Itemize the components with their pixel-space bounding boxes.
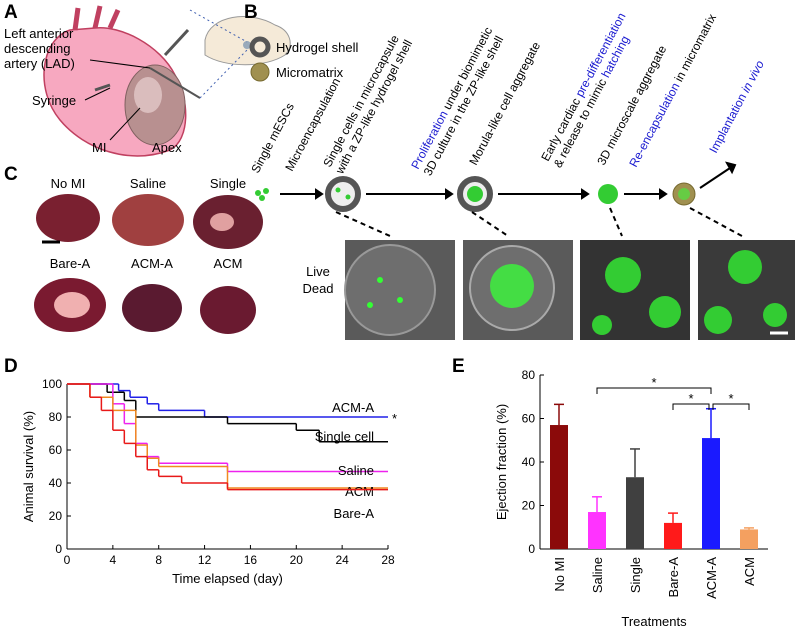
series-label: Single cell — [315, 429, 374, 444]
pointer — [84, 87, 111, 101]
x-tick-label: 12 — [198, 553, 212, 567]
x-tick-label: Bare-A — [666, 557, 681, 598]
lad-label: Left anterior — [4, 26, 74, 41]
series-label: ACM-A — [332, 400, 374, 415]
panel-label: D — [4, 356, 18, 377]
significance: * — [728, 391, 733, 406]
stain-label: Live — [306, 264, 330, 279]
x-tick-label: Saline — [590, 557, 605, 593]
pointer — [109, 107, 141, 141]
step-label: Early cardiac pre-differentiation& relea… — [538, 10, 641, 170]
panel-label: A — [4, 2, 18, 23]
bar — [588, 512, 606, 549]
sample-label: Single — [210, 176, 246, 191]
y-tick-label: 40 — [522, 455, 536, 469]
y-tick-label: 60 — [522, 412, 536, 426]
bar — [740, 529, 758, 549]
x-tick-label: Single — [628, 557, 643, 593]
x-tick-label: 0 — [64, 553, 71, 567]
step-text: in vivo — [739, 58, 767, 95]
bracket — [596, 387, 712, 394]
mouse-illustration — [189, 9, 291, 99]
x-tick-label: 4 — [110, 553, 117, 567]
y-axis-label: Animal survival (%) — [21, 411, 36, 522]
y-tick-label: 20 — [49, 509, 63, 523]
micromatrix-icon — [250, 62, 270, 82]
step-text: Implantation — [706, 88, 751, 155]
syringe-label: Syringe — [32, 93, 76, 108]
step-label: Proliferation under biomimetic3D culture… — [408, 25, 507, 178]
lad-label: descending — [4, 41, 71, 56]
significance: * — [651, 375, 656, 390]
heart-illustration — [43, 5, 201, 157]
y-tick-label: 20 — [522, 499, 536, 513]
lad-label: artery (LAD) — [4, 56, 75, 71]
series-label: ACM — [345, 484, 374, 499]
x-tick-label: No MI — [552, 557, 567, 592]
bar — [664, 522, 682, 549]
panel-label: C — [4, 164, 18, 185]
step-text: in micromatrix — [670, 11, 719, 86]
heart-photos — [34, 194, 263, 334]
x-tick-label: 8 — [155, 553, 162, 567]
sample-label: No MI — [51, 176, 86, 191]
step-text: 3D culture in the ZP-like shell — [421, 34, 507, 178]
sample-label: ACM — [214, 256, 243, 271]
pointer — [89, 59, 151, 69]
y-axis-label: Ejection fraction (%) — [494, 404, 509, 520]
y-tick-label: 60 — [49, 443, 63, 457]
hydrogel-icon — [249, 36, 271, 58]
x-tick-label: 28 — [381, 553, 395, 567]
y-tick-label: 40 — [49, 476, 63, 490]
y-tick-label: 100 — [42, 377, 62, 391]
significance: * — [392, 411, 397, 426]
stain-label: Dead — [302, 281, 333, 296]
x-tick-label: ACM — [742, 557, 757, 586]
bar — [550, 425, 568, 549]
x-tick-label: ACM-A — [704, 557, 719, 599]
series-label: Saline — [338, 463, 374, 478]
mi-label: MI — [92, 140, 106, 155]
y-tick-label: 0 — [55, 542, 62, 556]
bar — [702, 438, 720, 549]
legend-label: Hydrogel shell — [276, 40, 358, 55]
y-tick-label: 80 — [522, 368, 536, 382]
x-axis-label: Treatments — [621, 614, 687, 629]
sample-label: Saline — [130, 176, 166, 191]
legend-label: Micromatrix — [276, 65, 344, 80]
x-tick-label: 20 — [290, 553, 304, 567]
step-text: with a ZP-like hydrogel shell — [332, 37, 415, 176]
bracket — [712, 403, 750, 410]
x-axis-label: Time elapsed (day) — [172, 571, 283, 586]
panel-label: E — [452, 356, 465, 377]
y-tick-label: 0 — [528, 542, 535, 556]
sample-label: Bare-A — [50, 256, 91, 271]
x-tick-label: 24 — [335, 553, 349, 567]
process-icons — [255, 161, 743, 237]
y-tick-label: 80 — [49, 410, 63, 424]
step-label: Implantation in vivo — [706, 58, 767, 156]
series-label: Bare-A — [334, 506, 375, 521]
sample-label: ACM-A — [131, 256, 173, 271]
bar — [626, 477, 644, 549]
bracket — [672, 403, 710, 410]
micrographs — [344, 240, 795, 340]
x-tick-label: 16 — [244, 553, 258, 567]
panel-label: B — [244, 2, 258, 23]
apex-label: Apex — [152, 140, 182, 155]
significance: * — [688, 391, 693, 406]
